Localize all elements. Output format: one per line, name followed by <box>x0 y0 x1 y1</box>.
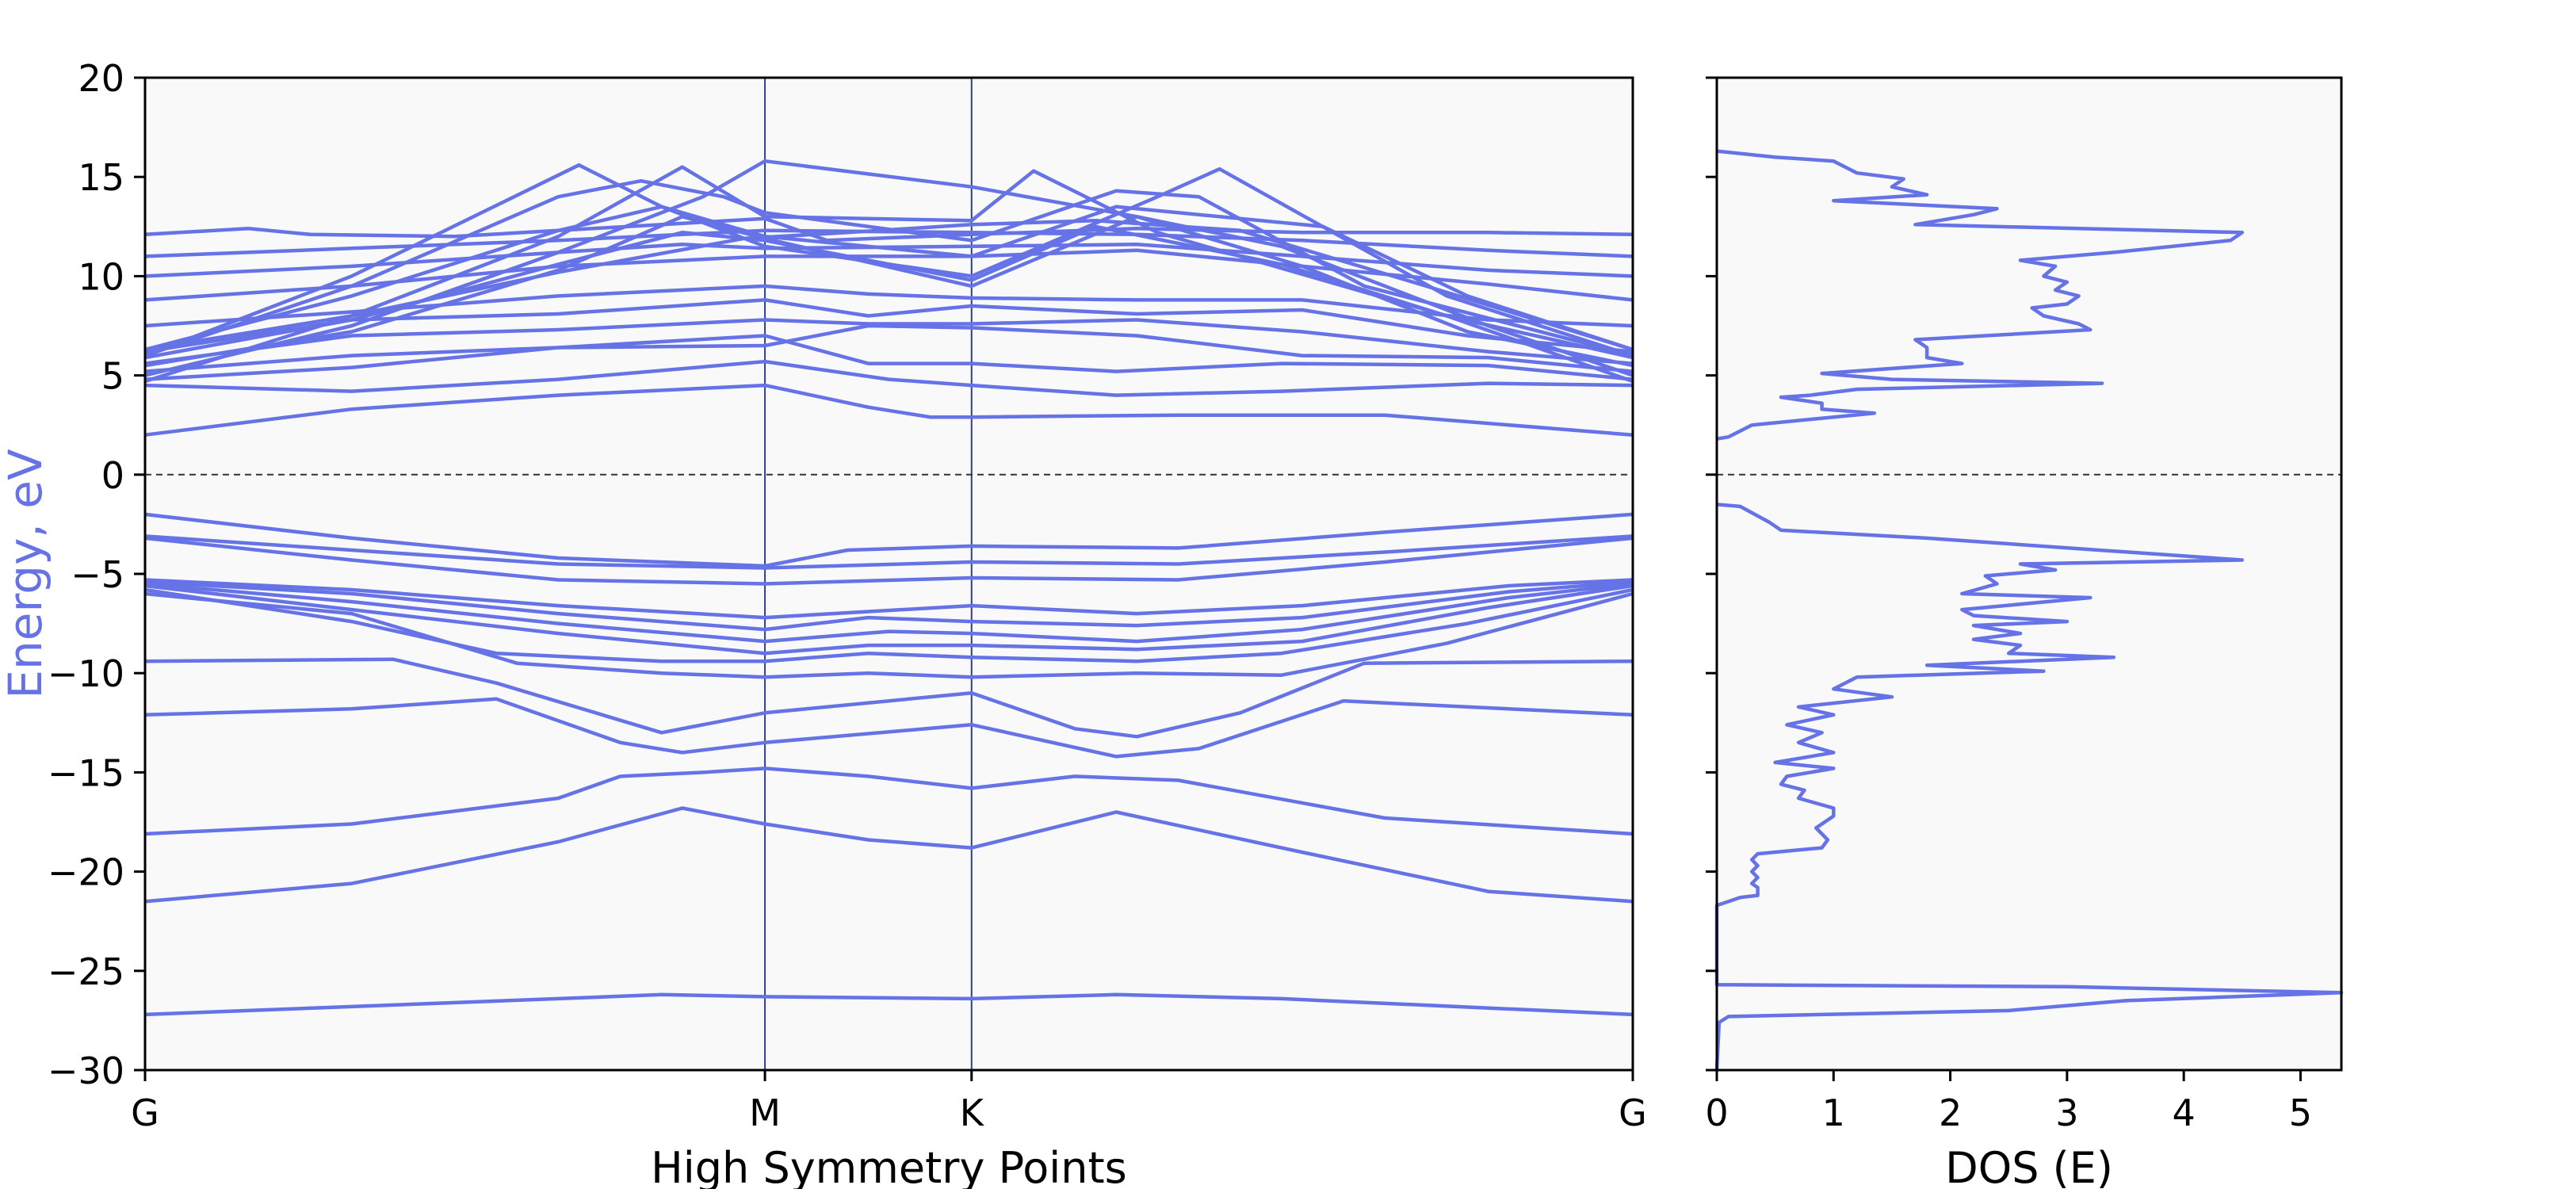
band-x-tick-label: M <box>749 1092 781 1134</box>
band-line-18 <box>144 323 1634 373</box>
band-line-4 <box>144 697 1634 759</box>
dos-x-tick-label: 3 <box>2055 1092 2078 1134</box>
band-y-tick-label: 0 <box>101 454 124 497</box>
dos-line-1 <box>1714 503 2344 1071</box>
band-line-29 <box>144 205 1634 352</box>
band-line-9 <box>144 582 1634 644</box>
band-line-11 <box>144 578 1634 620</box>
band-line-19 <box>144 318 1634 365</box>
band-line-33 <box>144 162 1634 357</box>
band-x-tick-label: G <box>131 1092 159 1134</box>
band-y-axis: 20 15 10 5 0 −5 −10 −15 −20 −25 −30 <box>48 57 145 1092</box>
dos-series-group <box>1714 149 2344 1071</box>
band-x-tick-label: G <box>1619 1092 1647 1134</box>
band-y-tick-label: 10 <box>78 255 124 298</box>
dos-y-axis <box>1706 76 1717 1072</box>
band-y-axis-label: Energy, eV <box>0 449 52 699</box>
band-line-13 <box>144 534 1634 570</box>
band-line-7 <box>144 587 1634 663</box>
dos-x-tick-label: 0 <box>1705 1092 1728 1134</box>
band-y-tick-label: −5 <box>71 553 124 596</box>
band-y-tick-label: −15 <box>48 751 124 794</box>
dos-x-tick-label: 1 <box>1822 1092 1845 1134</box>
band-y-tick-label: −30 <box>48 1049 124 1092</box>
band-y-tick-label: −25 <box>48 950 124 993</box>
band-plot-area <box>145 78 1633 1070</box>
dos-x-axis-label: DOS (E) <box>1945 1143 2113 1189</box>
band-line-32 <box>144 178 1634 357</box>
band-x-axis-label: High Symmetry Points <box>651 1143 1127 1189</box>
band-x-tick-label: K <box>960 1092 985 1134</box>
band-line-17 <box>144 334 1634 381</box>
dos-x-tick-label: 4 <box>2173 1092 2196 1134</box>
band-line-2 <box>144 806 1634 904</box>
high-symmetry-lines <box>764 78 973 1070</box>
band-line-31 <box>144 165 1634 384</box>
dos-x-tick-label: 5 <box>2289 1092 2312 1134</box>
dos-x-axis: 0 1 2 3 4 5 <box>1705 1070 2312 1134</box>
dos-line-2 <box>1716 149 2245 441</box>
band-y-tick-label: −20 <box>48 851 124 894</box>
band-line-26 <box>144 219 1634 352</box>
dos-panel: 0 1 2 3 4 5 DOS (E) <box>1705 76 2344 1189</box>
band-line-30 <box>144 159 1634 377</box>
band-structure-panel: 20 15 10 5 0 −5 −10 −15 −20 −25 −30 G M K G High Symm… <box>0 57 1647 1189</box>
band-line-15 <box>144 383 1634 437</box>
band-series-group <box>144 159 1634 1017</box>
band-line-10 <box>144 579 1634 632</box>
band-y-tick-label: −10 <box>48 652 124 695</box>
band-line-12 <box>144 536 1634 586</box>
band-line-21 <box>144 284 1634 328</box>
band-line-24 <box>144 228 1634 258</box>
band-y-tick-label: 20 <box>78 57 124 100</box>
band-line-20 <box>144 298 1634 354</box>
band-y-tick-label: 15 <box>78 156 124 199</box>
band-y-tick-label: 5 <box>101 355 124 398</box>
band-line-1 <box>144 992 1634 1017</box>
band-line-3 <box>144 767 1634 836</box>
band-line-14 <box>144 512 1634 568</box>
band-line-5 <box>144 657 1634 739</box>
band-line-16 <box>144 359 1634 397</box>
dos-x-tick-label: 2 <box>1939 1092 1962 1134</box>
band-line-8 <box>144 583 1634 656</box>
